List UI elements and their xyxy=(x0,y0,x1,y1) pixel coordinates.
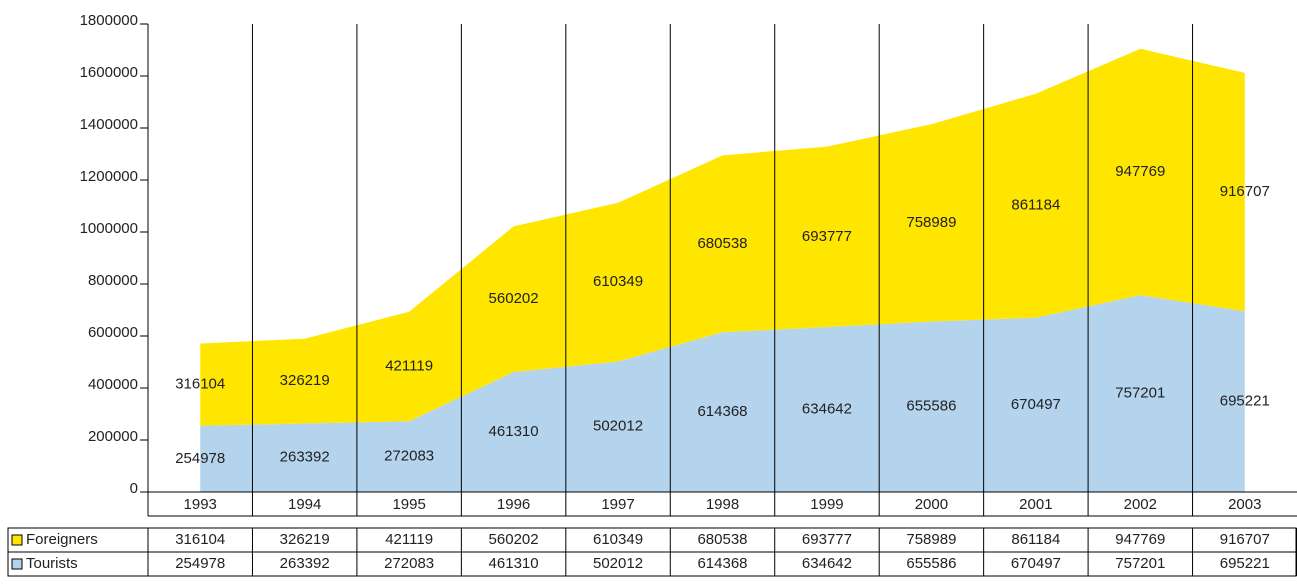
x-tick-label: 2002 xyxy=(1124,496,1157,513)
data-label: 680538 xyxy=(697,235,747,252)
x-tick-label: 2000 xyxy=(915,496,948,513)
table-cell: 461310 xyxy=(489,555,539,572)
x-tick-label: 1997 xyxy=(601,496,634,513)
table-cell: 947769 xyxy=(1115,531,1165,548)
data-label: 758989 xyxy=(906,214,956,231)
data-label: 272083 xyxy=(384,448,434,465)
table-cell: 680538 xyxy=(697,531,747,548)
data-label: 757201 xyxy=(1115,385,1165,402)
legend-swatch xyxy=(11,558,23,570)
x-tick-label: 1999 xyxy=(810,496,843,513)
data-label: 634642 xyxy=(802,400,852,417)
data-label: 461310 xyxy=(489,423,539,440)
x-tick-label: 1994 xyxy=(288,496,321,513)
y-tick-label: 600000 xyxy=(88,324,138,341)
data-label: 326219 xyxy=(280,372,330,389)
data-label: 916707 xyxy=(1220,183,1270,200)
table-cell: 758989 xyxy=(906,531,956,548)
y-tick-label: 400000 xyxy=(88,376,138,393)
data-label: 421119 xyxy=(385,357,433,374)
data-label: 254978 xyxy=(175,450,225,467)
legend-label: Foreigners xyxy=(26,531,98,548)
data-label: 693777 xyxy=(802,228,852,245)
data-label: 655586 xyxy=(906,398,956,415)
data-label: 861184 xyxy=(1011,197,1060,214)
table-cell: 695221 xyxy=(1220,555,1270,572)
data-label: 610349 xyxy=(593,273,643,290)
y-tick-label: 1200000 xyxy=(80,168,138,185)
y-tick-label: 800000 xyxy=(88,272,138,289)
data-label: 695221 xyxy=(1220,393,1270,410)
data-label: 263392 xyxy=(280,449,330,466)
y-tick-label: 1400000 xyxy=(80,116,138,133)
data-label: 502012 xyxy=(593,418,643,435)
data-label: 560202 xyxy=(489,290,539,307)
table-cell: 634642 xyxy=(802,555,852,572)
x-tick-label: 1996 xyxy=(497,496,530,513)
legend-label: Tourists xyxy=(26,555,78,572)
table-cell: 670497 xyxy=(1011,555,1061,572)
table-cell: 916707 xyxy=(1220,531,1270,548)
x-tick-label: 1995 xyxy=(392,496,425,513)
data-label: 316104 xyxy=(175,376,225,393)
table-cell: 263392 xyxy=(280,555,330,572)
y-tick-label: 1600000 xyxy=(80,64,138,81)
y-tick-label: 200000 xyxy=(88,428,138,445)
table-cell: 757201 xyxy=(1115,555,1165,572)
table-cell: 326219 xyxy=(280,531,330,548)
table-cell: 421119 xyxy=(385,531,433,548)
table-cell: 610349 xyxy=(593,531,643,548)
table-cell: 614368 xyxy=(697,555,747,572)
x-tick-label: 1998 xyxy=(706,496,739,513)
table-cell: 502012 xyxy=(593,555,643,572)
y-tick-label: 0 xyxy=(130,480,138,497)
legend-swatch xyxy=(11,534,23,546)
x-tick-label: 1993 xyxy=(184,496,217,513)
data-label: 947769 xyxy=(1115,163,1165,180)
x-tick-label: 2001 xyxy=(1019,496,1052,513)
table-cell: 560202 xyxy=(489,531,539,548)
table-cell: 693777 xyxy=(802,531,852,548)
data-label: 614368 xyxy=(697,403,747,420)
table-cell: 316104 xyxy=(175,531,225,548)
x-tick-label: 2003 xyxy=(1228,496,1261,513)
table-cell: 254978 xyxy=(175,555,225,572)
y-tick-label: 1800000 xyxy=(80,12,138,29)
table-cell: 861184 xyxy=(1011,531,1060,548)
y-tick-label: 1000000 xyxy=(80,220,138,237)
table-cell: 655586 xyxy=(906,555,956,572)
data-label: 670497 xyxy=(1011,396,1061,413)
table-cell: 272083 xyxy=(384,555,434,572)
